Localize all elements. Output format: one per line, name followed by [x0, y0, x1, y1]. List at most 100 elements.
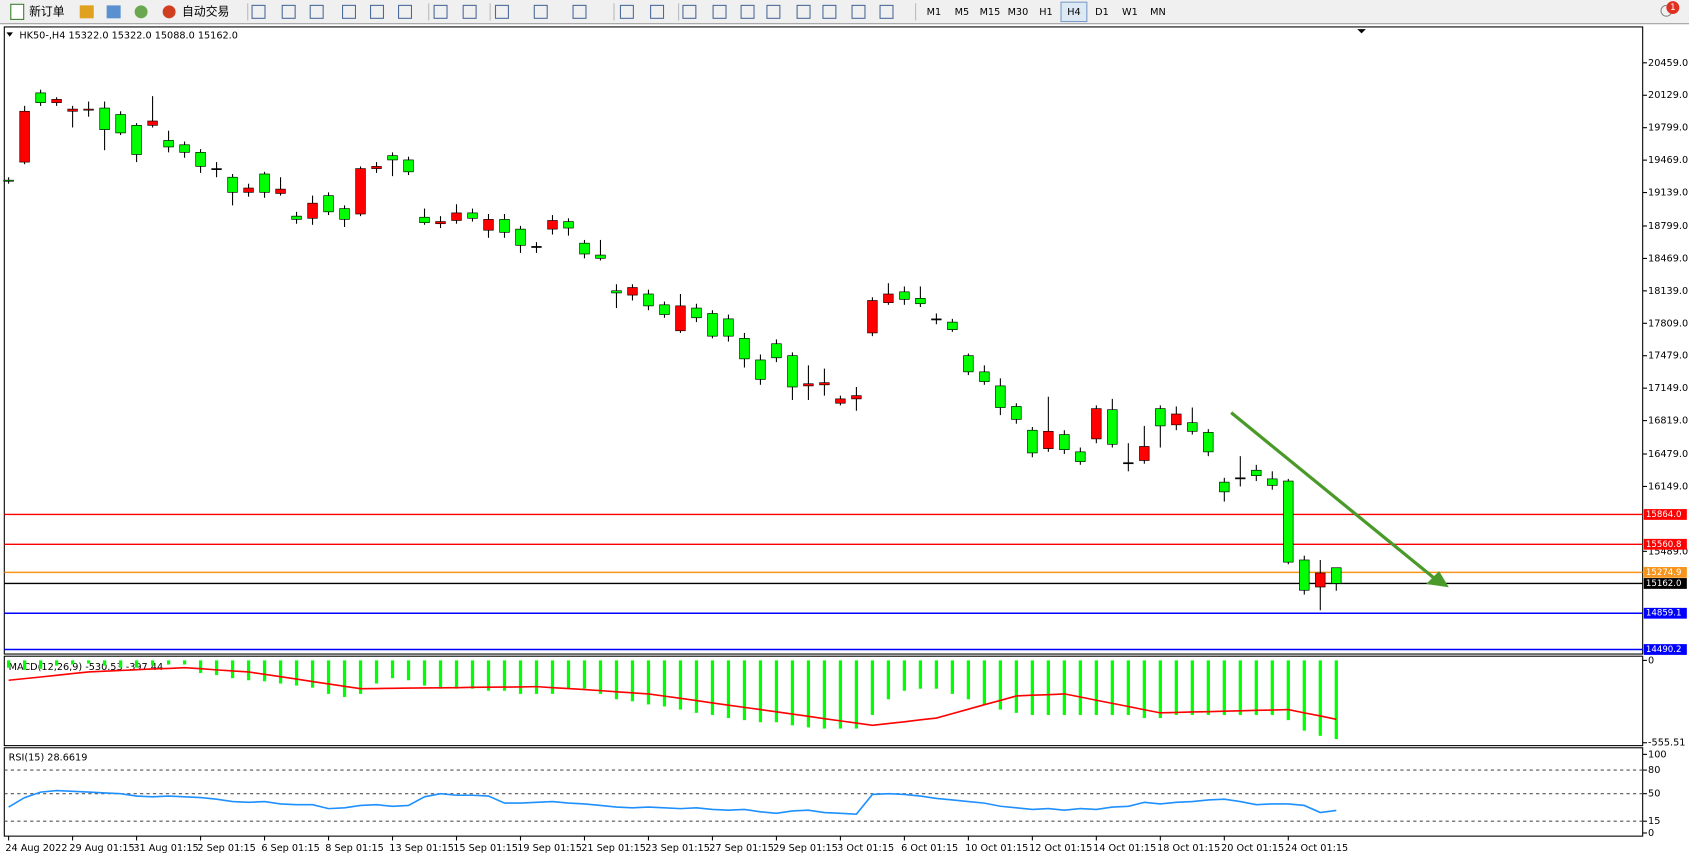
timeframe-button[interactable]: H1	[1039, 7, 1052, 18]
toolbar-icon[interactable]	[619, 4, 634, 19]
toolbar-icon[interactable]	[712, 4, 727, 19]
toolbar-icon[interactable]	[879, 4, 894, 19]
candle-body	[947, 321, 958, 331]
macd-bar	[1030, 660, 1034, 715]
macd-bar	[230, 660, 235, 679]
toolbar-icon[interactable]	[398, 4, 413, 19]
pane-menu[interactable]	[6, 32, 13, 37]
candle-body	[371, 166, 382, 169]
candle-body	[195, 152, 206, 167]
macd-bar	[470, 660, 475, 689]
candle-body	[67, 108, 78, 112]
candle-body	[1203, 432, 1214, 453]
toolbar-icon[interactable]	[251, 4, 266, 19]
toolbar-icon[interactable]	[309, 4, 324, 19]
rsi-pane	[3, 747, 1644, 837]
candle-body	[147, 120, 158, 126]
timeframe-button[interactable]: M30	[1008, 7, 1029, 18]
candle-body	[1075, 451, 1086, 462]
candle-body	[387, 155, 398, 161]
macd-bar	[1062, 660, 1066, 715]
candle-body	[163, 140, 174, 148]
toolbar-icon[interactable]	[533, 4, 548, 19]
candle-body	[339, 208, 350, 220]
macd-bar	[566, 660, 571, 689]
macd-bar	[406, 660, 411, 681]
candle-body	[275, 188, 286, 194]
macd-bar	[1190, 660, 1194, 715]
toolbar-icon[interactable]	[572, 4, 587, 19]
icon[interactable]	[106, 5, 121, 19]
candle-body	[883, 293, 894, 303]
rsi-line	[8, 789, 1337, 815]
toolbar-icon[interactable]	[650, 4, 665, 19]
toolbar-icon[interactable]	[433, 4, 448, 19]
macd-bar	[70, 660, 75, 665]
candle-body	[659, 304, 670, 315]
toolbar-icon[interactable]	[796, 4, 811, 19]
timeframe-button[interactable]: W1	[1122, 7, 1138, 18]
macd-bar	[134, 660, 139, 668]
macd-bar	[1206, 660, 1210, 715]
x-tick-label: 21 Sep 01:15	[581, 843, 646, 854]
icon[interactable]	[79, 5, 94, 19]
macd-bar	[630, 660, 635, 702]
toolbar-icon[interactable]	[462, 4, 477, 19]
candle-body	[1331, 567, 1342, 584]
timeframe-button[interactable]: M15	[980, 7, 1001, 18]
toolbar-icon[interactable]	[740, 4, 755, 19]
y-tick-label: 18139.0	[1648, 286, 1688, 297]
trend-arrow[interactable]	[1230, 411, 1436, 580]
level-label: 15864.0	[1646, 510, 1682, 520]
toolbar-icon[interactable]	[370, 4, 385, 19]
toolbar-icon[interactable]	[822, 4, 837, 19]
arrow-head	[1426, 571, 1449, 588]
macd-bar	[710, 660, 715, 715]
macd-bar	[534, 660, 539, 694]
macd-bar	[1222, 660, 1226, 715]
y-tick-label: 19139.0	[1648, 188, 1688, 199]
x-tick-label: 12 Oct 01:15	[1029, 843, 1092, 854]
timeframe-button[interactable]: M1	[927, 7, 942, 18]
auto-trading-button[interactable]: 自动交易	[162, 4, 230, 19]
new-order-button[interactable]: 新订单	[10, 3, 65, 20]
candle-body	[787, 355, 798, 388]
macd-bar	[790, 660, 795, 726]
candle-body	[1235, 477, 1246, 480]
candle-body	[3, 179, 14, 182]
candle-body	[1107, 409, 1118, 445]
icon	[162, 5, 176, 19]
toolbar-icon[interactable]	[342, 4, 357, 19]
candle-body	[1027, 429, 1038, 454]
toolbar-icon[interactable]	[682, 4, 697, 19]
toolbar-icon[interactable]	[494, 4, 509, 19]
candle-body	[963, 355, 974, 373]
macd-bar	[214, 660, 219, 676]
y-tick-label: 80	[1648, 765, 1660, 776]
candle-body	[99, 107, 110, 130]
candle-body	[83, 108, 94, 111]
candle-body	[419, 216, 430, 223]
candle-body	[739, 338, 750, 360]
macd-bar	[598, 660, 603, 694]
candle-body	[35, 92, 46, 103]
candle-body	[851, 395, 862, 400]
candle-body	[1043, 430, 1054, 449]
timeframe-button[interactable]: M5	[955, 7, 970, 18]
y-tick-label: 50	[1648, 789, 1660, 800]
toolbar-icon[interactable]	[766, 4, 781, 19]
level-label: 14859.1	[1646, 609, 1682, 619]
timeframe-button[interactable]: H4	[1067, 7, 1080, 18]
toolbar-icon[interactable]	[281, 4, 296, 19]
candle-body	[435, 221, 446, 225]
candle-body	[483, 219, 494, 231]
candle-body	[211, 168, 222, 170]
timeframe-button[interactable]: D1	[1095, 7, 1109, 18]
timeframe-bar: M1 M5 M15 M30 H1 H4 D1 W1 MN	[927, 1, 1166, 23]
notification-badge[interactable]	[1666, 1, 1680, 15]
icon[interactable]	[134, 5, 148, 19]
toolbar-icon[interactable]	[851, 4, 866, 19]
x-tick-label: 8 Sep 01:15	[325, 843, 383, 854]
timeframe-button[interactable]: MN	[1150, 7, 1166, 18]
